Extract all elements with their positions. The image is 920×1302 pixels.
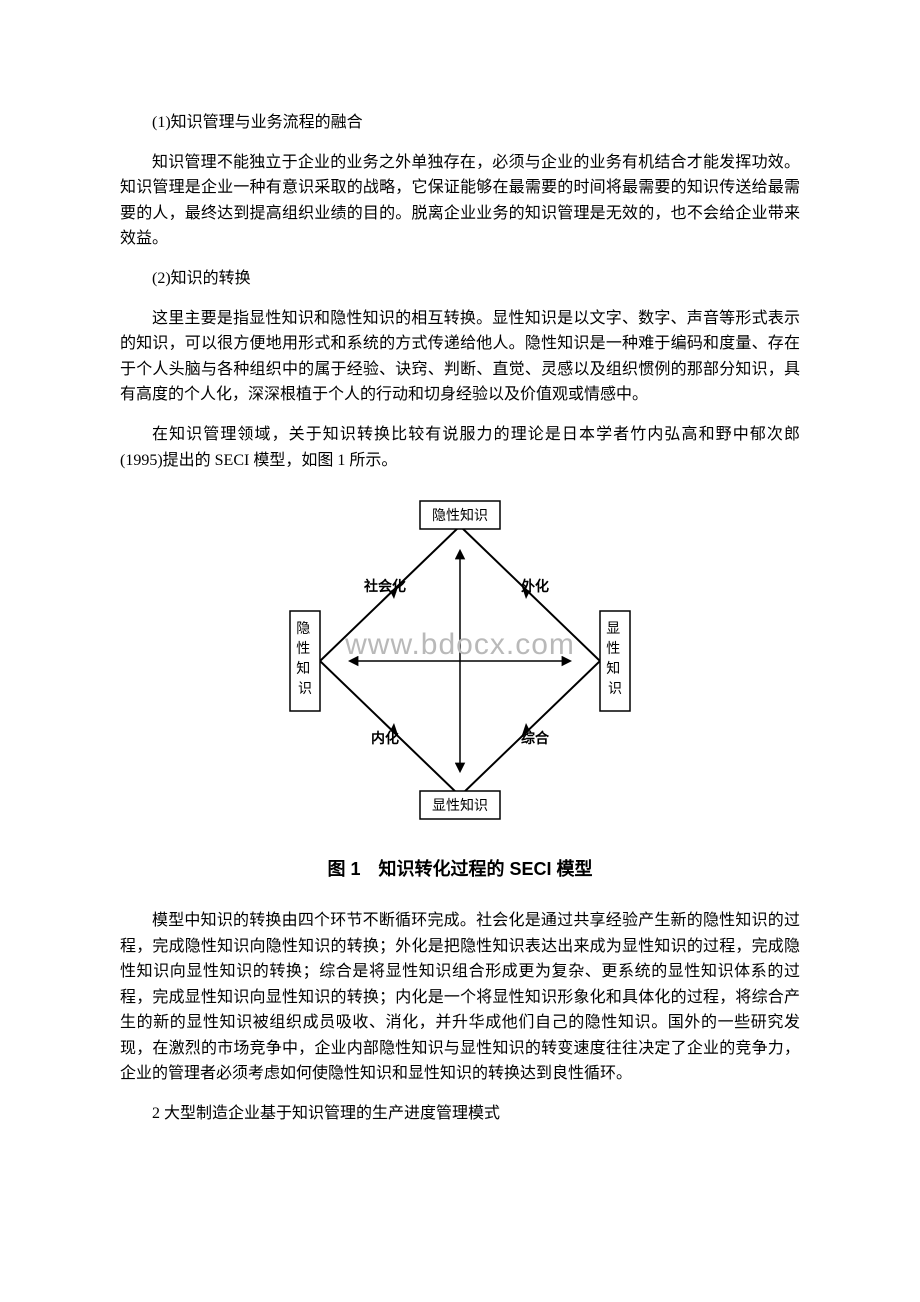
label-internalization: 内化 [371,730,399,746]
paragraph-body-3: 在知识管理领域，关于知识转换比较有说服力的理论是日本学者竹内弘高和野中郁次郎(1… [120,422,800,473]
figure-1-caption: 图 1 知识转化过程的 SECI 模型 [120,855,800,884]
paragraph-body-1: 知识管理不能独立于企业的业务之外单独存在，必须与企业的业务有机结合才能发挥功效。… [120,150,800,252]
figure-1-wrap: www.bdocx.com 隐性知识 显性知识 [120,491,800,884]
paragraph-heading-1: (1)知识管理与业务流程的融合 [120,110,800,136]
paragraph-body-2: 这里主要是指显性知识和隐性知识的相互转换。显性知识是以文字、数字、声音等形式表示… [120,306,800,408]
section-heading-2: 2 大型制造企业基于知识管理的生产进度管理模式 [120,1101,800,1127]
figure-1-seci-diagram: 隐性知识 显性知识 隐 性 知 识 显 性 知 识 社会化 外化 [280,491,640,831]
label-socialization: 社会化 [363,578,406,594]
paragraph-heading-2: (2)知识的转换 [120,266,800,292]
label-externalization: 外化 [521,578,549,594]
top-box-label: 隐性知识 [432,507,488,524]
document-page: (1)知识管理与业务流程的融合 知识管理不能独立于企业的业务之外单独存在，必须与… [0,0,920,1302]
bottom-box-label: 显性知识 [432,797,488,814]
paragraph-body-4: 模型中知识的转换由四个环节不断循环完成。社会化是通过共享经验产生新的隐性知识的过… [120,908,800,1087]
label-combination: 综合 [521,730,550,746]
